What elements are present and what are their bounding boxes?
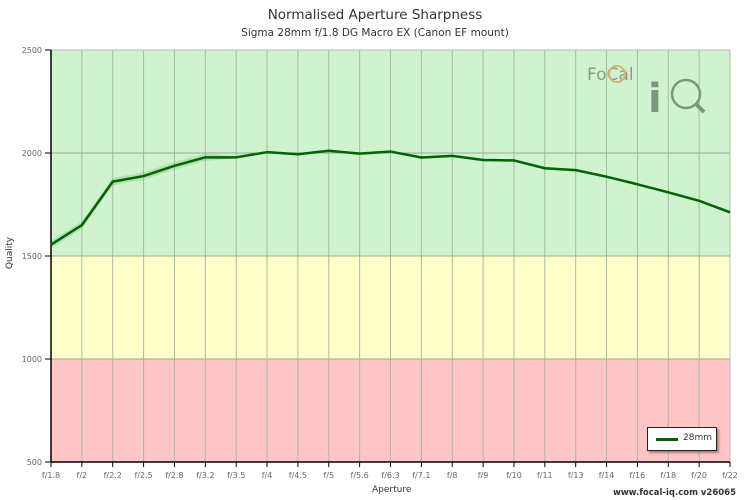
magnifier-handle: [694, 102, 706, 114]
x-tick-label: f/2: [77, 471, 88, 480]
magnifier-icon: [670, 78, 702, 110]
x-tick-label: f/11: [537, 471, 553, 480]
x-tick-label: f/22: [722, 471, 738, 480]
x-tick-label: f/8: [447, 471, 458, 480]
x-tick-label: f/16: [630, 471, 646, 480]
x-tick-label: f/3.5: [227, 471, 245, 480]
x-tick-label: f/9: [478, 471, 489, 480]
x-tick-label: f/2.8: [165, 471, 183, 480]
focal-iq-logo: FoCal i: [587, 65, 706, 122]
x-tick-label: f/14: [599, 471, 615, 480]
x-tick-label: f/1.8: [42, 471, 60, 480]
gridlines: [51, 49, 731, 462]
watermark: www.focal-iq.com v26065: [612, 488, 736, 498]
x-tick-label: f/5.6: [351, 471, 369, 480]
x-tick-label: f/10: [506, 471, 522, 480]
x-tick-label: f/20: [691, 471, 707, 480]
y-tick-label: 2000: [22, 149, 42, 158]
x-tick-label: f/13: [568, 471, 584, 480]
y-tick-label: 2500: [22, 46, 42, 55]
x-tick-label: f/5: [323, 471, 334, 480]
axes: 500 1000 1500 2000 2500 f/1.8 f/2 f/2.2 f/2.5 f/2…: [22, 46, 738, 480]
x-tick-label: f/2.2: [104, 471, 122, 480]
logo-i-letter: i: [648, 76, 662, 122]
x-tick-label: f/18: [660, 471, 676, 480]
data-series: [50, 149, 731, 249]
logo-ring-icon: [608, 65, 626, 83]
y-tick-label: 1000: [22, 355, 42, 364]
y-axis-label: Quality: [5, 236, 16, 270]
x-tick-label: f/4.5: [289, 471, 307, 480]
y-tick-label: 1500: [22, 252, 42, 261]
x-tick-label: f/3.2: [196, 471, 214, 480]
legend: 28mm: [647, 427, 717, 451]
x-tick-label: f/6.3: [381, 471, 399, 480]
y-tick-label: 500: [27, 458, 42, 467]
chart-title: Normalised Aperture Sharpness: [267, 7, 483, 23]
x-axis-label: Aperture: [372, 485, 412, 495]
chart-subtitle: Sigma 28mm f/1.8 DG Macro EX (Canon EF m…: [241, 27, 509, 39]
legend-line-swatch: [656, 438, 678, 441]
x-tick-label: f/4: [262, 471, 273, 480]
series-line-28mm: [50, 149, 731, 246]
legend-label: 28mm: [683, 433, 712, 443]
x-tick-label: f/2.5: [134, 471, 152, 480]
x-tick-label: f/7.1: [412, 471, 430, 480]
